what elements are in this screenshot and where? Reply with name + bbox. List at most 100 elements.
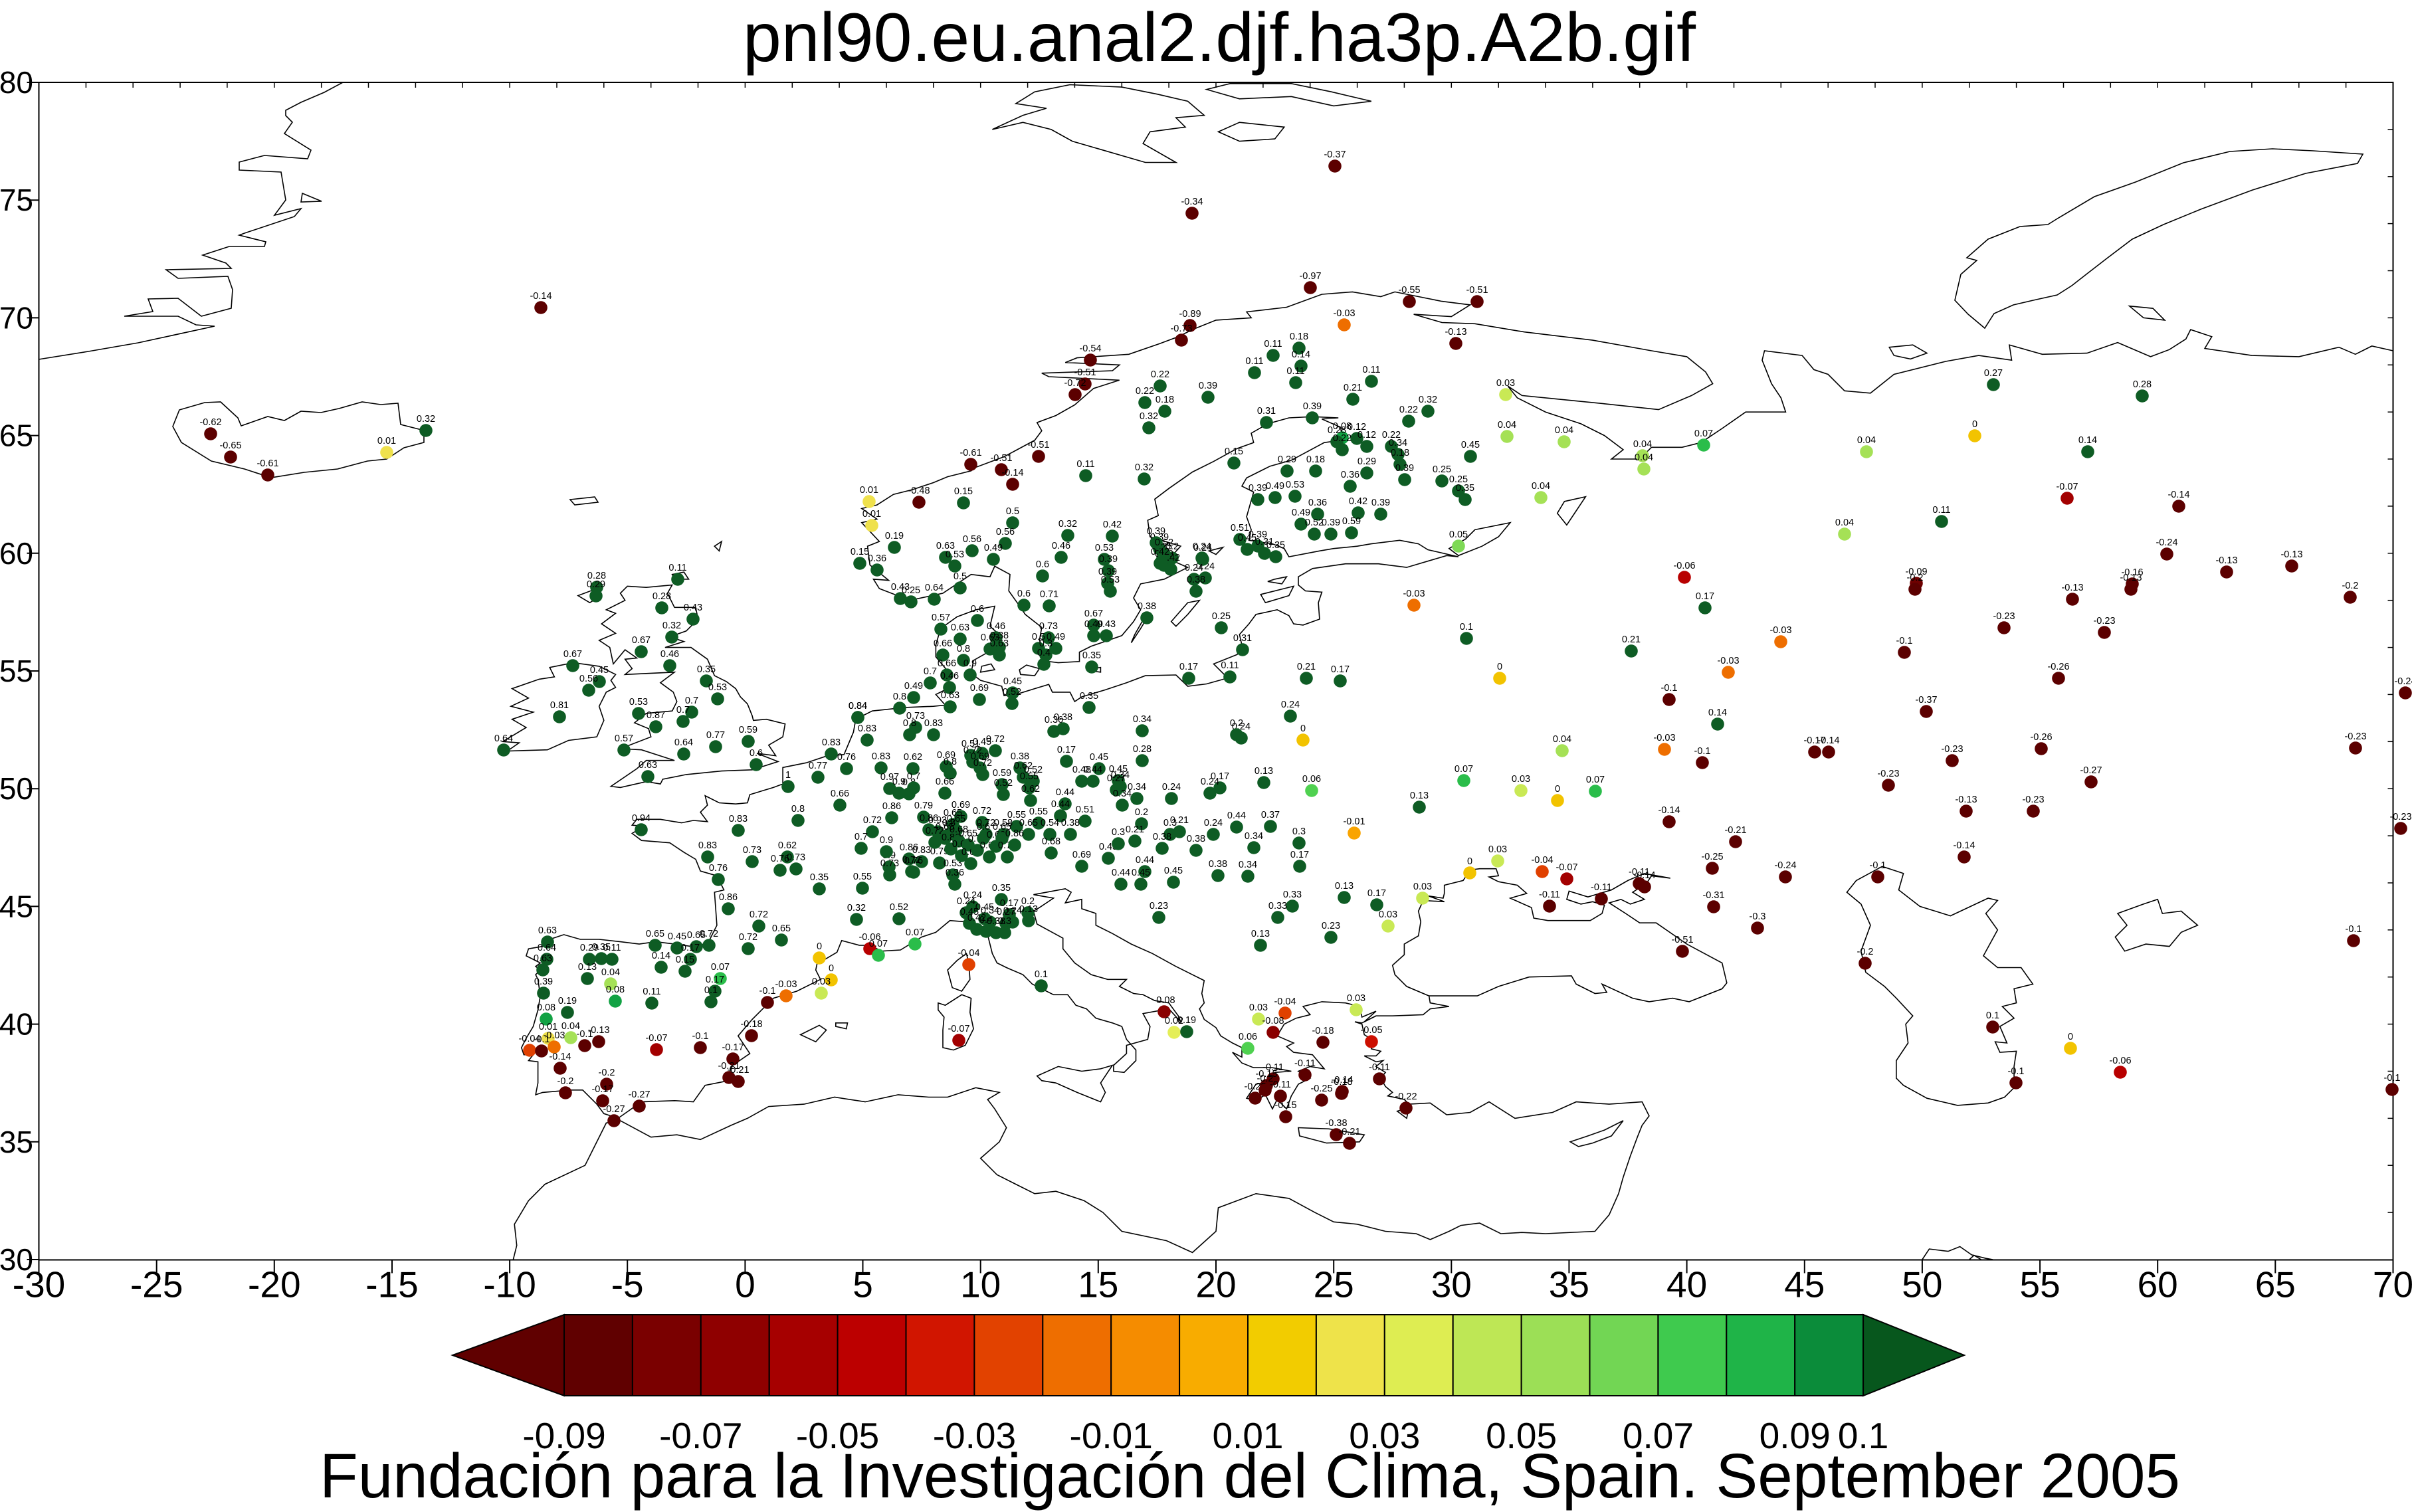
svg-text:0.45: 0.45 bbox=[1090, 752, 1108, 763]
svg-text:0.25: 0.25 bbox=[1449, 474, 1468, 485]
svg-text:-20: -20 bbox=[248, 1264, 301, 1305]
svg-text:0.28: 0.28 bbox=[587, 571, 606, 581]
svg-text:80: 80 bbox=[0, 65, 33, 100]
svg-text:0.38: 0.38 bbox=[987, 916, 1005, 927]
svg-text:-0.03: -0.03 bbox=[1769, 625, 1791, 636]
svg-text:-0.07: -0.07 bbox=[2056, 482, 2078, 492]
svg-text:0.09: 0.09 bbox=[1759, 1415, 1831, 1456]
svg-text:-0.23: -0.23 bbox=[2344, 731, 2366, 742]
svg-text:0.54: 0.54 bbox=[1041, 818, 1059, 828]
svg-text:-0.03: -0.03 bbox=[1403, 589, 1425, 599]
svg-text:65: 65 bbox=[0, 419, 33, 453]
svg-text:0.05: 0.05 bbox=[1486, 1415, 1557, 1456]
svg-text:0.73: 0.73 bbox=[743, 845, 761, 856]
svg-text:-0.48: -0.48 bbox=[908, 486, 930, 496]
svg-text:-0.18: -0.18 bbox=[1312, 1026, 1334, 1036]
svg-text:0.52: 0.52 bbox=[994, 778, 1013, 789]
svg-text:-0.23: -0.23 bbox=[1993, 611, 2015, 622]
svg-text:-0.26: -0.26 bbox=[2047, 662, 2069, 672]
svg-text:0.87: 0.87 bbox=[647, 710, 665, 721]
svg-text:-0.1: -0.1 bbox=[534, 1034, 550, 1045]
svg-text:0.63: 0.63 bbox=[538, 925, 557, 936]
svg-text:0.08: 0.08 bbox=[606, 985, 625, 995]
svg-text:0.52: 0.52 bbox=[1003, 687, 1021, 698]
svg-text:0.63: 0.63 bbox=[951, 622, 969, 633]
svg-text:-0.27: -0.27 bbox=[2080, 765, 2102, 776]
svg-text:0.27: 0.27 bbox=[1984, 368, 2003, 379]
svg-text:30: 30 bbox=[0, 1242, 33, 1277]
svg-text:0.17: 0.17 bbox=[1331, 664, 1350, 675]
svg-text:0.12: 0.12 bbox=[1348, 422, 1366, 432]
svg-text:0.65: 0.65 bbox=[944, 808, 962, 818]
svg-text:0.36: 0.36 bbox=[1045, 715, 1063, 725]
svg-text:0.39: 0.39 bbox=[1098, 567, 1117, 577]
svg-text:0: 0 bbox=[1972, 419, 1977, 430]
svg-text:0.72: 0.72 bbox=[963, 745, 982, 756]
svg-text:0.72: 0.72 bbox=[926, 826, 944, 836]
svg-text:0.32: 0.32 bbox=[662, 620, 681, 631]
svg-text:-0.13: -0.13 bbox=[1445, 327, 1466, 337]
svg-text:0.4: 0.4 bbox=[979, 915, 993, 925]
svg-text:0.42: 0.42 bbox=[1103, 520, 1122, 530]
svg-text:-0.17: -0.17 bbox=[1803, 735, 1825, 746]
svg-text:0.6: 0.6 bbox=[1017, 589, 1031, 599]
svg-text:-0.1: -0.1 bbox=[2384, 1073, 2401, 1084]
svg-text:0.4: 0.4 bbox=[1037, 648, 1051, 658]
svg-text:0.83: 0.83 bbox=[924, 718, 943, 729]
svg-text:0.04: 0.04 bbox=[1498, 420, 1516, 430]
svg-text:0.65: 0.65 bbox=[687, 930, 706, 941]
svg-text:0.9: 0.9 bbox=[880, 835, 893, 846]
svg-text:0.81: 0.81 bbox=[550, 700, 569, 711]
svg-text:0.31: 0.31 bbox=[1233, 633, 1252, 644]
svg-text:0.13: 0.13 bbox=[1255, 766, 1273, 777]
svg-text:0.01: 0.01 bbox=[539, 1022, 557, 1032]
svg-text:65: 65 bbox=[2255, 1264, 2296, 1305]
svg-text:0.22: 0.22 bbox=[1136, 386, 1154, 397]
svg-text:0.07: 0.07 bbox=[1623, 1415, 1694, 1456]
svg-text:0.79: 0.79 bbox=[930, 846, 949, 857]
svg-text:0.15: 0.15 bbox=[851, 547, 869, 557]
svg-text:-0.04: -0.04 bbox=[1274, 996, 1296, 1007]
svg-text:0.7: 0.7 bbox=[676, 705, 690, 715]
svg-text:0.3: 0.3 bbox=[1292, 826, 1306, 837]
svg-text:0.66: 0.66 bbox=[936, 777, 954, 787]
svg-text:0.1: 0.1 bbox=[704, 985, 718, 996]
svg-text:0.18: 0.18 bbox=[1156, 395, 1174, 405]
svg-text:0.86: 0.86 bbox=[1005, 828, 1024, 839]
svg-text:15: 15 bbox=[1078, 1264, 1118, 1305]
svg-text:0.18: 0.18 bbox=[1290, 331, 1308, 342]
svg-text:0.35: 0.35 bbox=[1456, 483, 1474, 494]
svg-text:0.51: 0.51 bbox=[1231, 523, 1249, 533]
svg-text:0.24: 0.24 bbox=[1193, 543, 1212, 553]
svg-text:0.43: 0.43 bbox=[891, 582, 910, 593]
svg-text:0.5: 0.5 bbox=[1006, 506, 1019, 517]
svg-text:0.1: 0.1 bbox=[1838, 1415, 1888, 1456]
svg-text:0.11: 0.11 bbox=[1221, 660, 1239, 671]
svg-text:0.08: 0.08 bbox=[1333, 421, 1352, 432]
svg-text:0.8: 0.8 bbox=[893, 692, 906, 702]
svg-text:0.35: 0.35 bbox=[1080, 691, 1098, 702]
svg-text:0.55: 0.55 bbox=[853, 872, 872, 882]
svg-text:0.44: 0.44 bbox=[1051, 799, 1070, 810]
svg-text:0.72: 0.72 bbox=[863, 815, 882, 826]
svg-text:0.39: 0.39 bbox=[1199, 381, 1217, 391]
svg-text:0.11: 0.11 bbox=[668, 563, 686, 573]
svg-text:-0.62: -0.62 bbox=[199, 417, 221, 428]
svg-text:-0.23: -0.23 bbox=[2389, 812, 2411, 822]
svg-text:0.28: 0.28 bbox=[1133, 744, 1152, 755]
svg-text:-0.04: -0.04 bbox=[1531, 855, 1553, 866]
svg-text:0.39: 0.39 bbox=[534, 977, 553, 987]
svg-text:0.3: 0.3 bbox=[1163, 818, 1177, 828]
svg-text:0.21: 0.21 bbox=[1297, 662, 1316, 672]
svg-text:0.01: 0.01 bbox=[1212, 1415, 1283, 1456]
svg-text:0.83: 0.83 bbox=[698, 840, 717, 851]
svg-text:55: 55 bbox=[0, 654, 33, 688]
svg-text:0.31: 0.31 bbox=[1255, 537, 1274, 547]
svg-text:0.5: 0.5 bbox=[1032, 632, 1045, 642]
svg-text:0.52: 0.52 bbox=[1305, 518, 1324, 528]
svg-text:0.9: 0.9 bbox=[892, 777, 906, 787]
svg-text:0.28: 0.28 bbox=[1328, 425, 1346, 436]
svg-text:-0.13: -0.13 bbox=[2215, 555, 2237, 566]
svg-text:0.39: 0.39 bbox=[1249, 483, 1267, 494]
svg-text:0.25: 0.25 bbox=[902, 585, 920, 596]
